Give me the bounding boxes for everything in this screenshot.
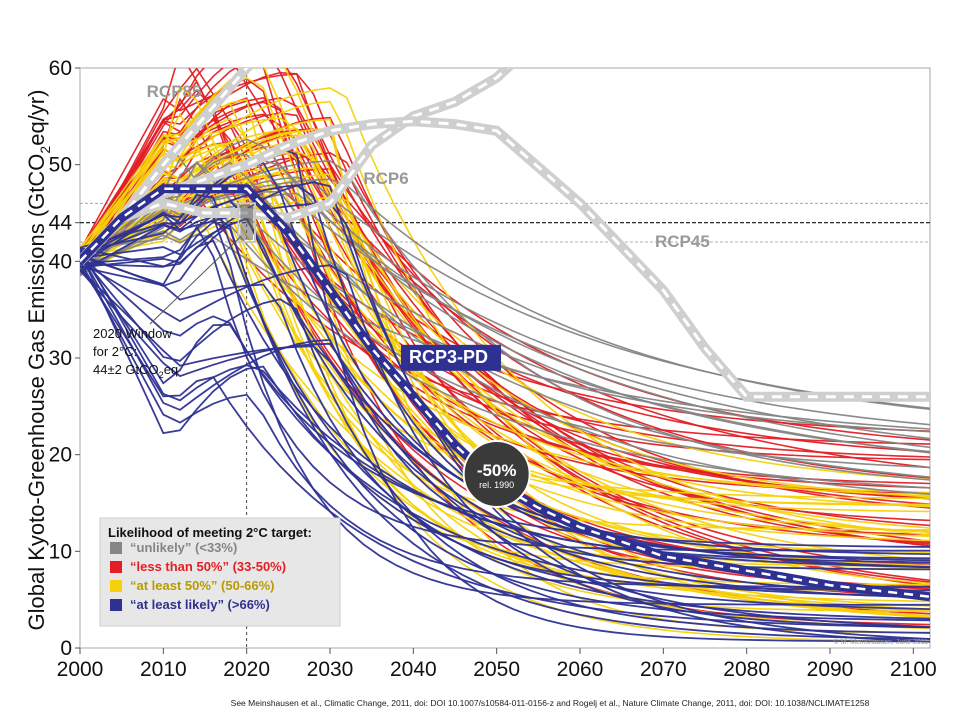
rcp6-dash <box>80 68 510 263</box>
y-axis-ticks: 0 10 20 30 40 44 50 60 <box>49 57 80 660</box>
scenario-line <box>80 181 930 640</box>
reduction-circle: -50% rel. 1990 <box>462 440 531 508</box>
rcp3pd-dash <box>80 187 930 599</box>
scenario-line <box>80 239 930 564</box>
legend-swatch <box>110 580 122 592</box>
footnote: See Meinshausen et al., Climatic Change,… <box>231 698 870 708</box>
scenario-line <box>80 138 930 426</box>
rcp-pathways <box>80 68 930 602</box>
legend-swatch <box>110 561 122 573</box>
scenario-line <box>80 161 930 478</box>
scenario-line <box>80 215 930 606</box>
y-axis-label: Global Kyoto-Greenhouse Gas Emissions (G… <box>24 90 53 631</box>
scenario-line <box>80 225 930 552</box>
callout-line-3: 44±2 GtCO2eq <box>93 362 178 380</box>
rcp3pd-label-bg <box>401 344 501 371</box>
rcp85-label: RCP85 <box>147 82 202 101</box>
legend-item-label: “at least 50%” (50-66%) <box>130 578 275 593</box>
scenario-line <box>80 202 930 643</box>
scenario-line <box>80 213 930 640</box>
rcp45-label: RCP45 <box>655 232 710 251</box>
x-tick-label: 2040 <box>390 658 437 681</box>
x-tick-label: 2010 <box>140 658 187 681</box>
x-tick-label: 2030 <box>307 658 354 681</box>
scenario-line <box>80 190 930 495</box>
y-tick-label: 30 <box>49 347 72 370</box>
credit-text: © M. Meinshausen, June 2011 <box>833 638 928 646</box>
reduction-value: -50% <box>477 461 517 480</box>
scenario-line <box>80 217 930 599</box>
rcp45-dash <box>80 119 930 399</box>
legend-item-label: “unlikely” (<33%) <box>130 540 237 555</box>
scenario-line <box>80 268 930 595</box>
scenario-line <box>80 252 930 571</box>
y-tick-label: 0 <box>60 637 72 660</box>
y-tick-label: 60 <box>49 57 72 80</box>
x-tick-label: 2020 <box>223 658 270 681</box>
window-2020-fill <box>240 205 253 240</box>
scenario-line <box>80 68 930 547</box>
scenario-line <box>80 141 930 494</box>
scenario-line <box>80 176 930 410</box>
x-axis-ticks: 2000 2010 2020 2030 2040 2050 2060 2070 2080 2090… <box>57 648 937 681</box>
scenario-line <box>80 265 930 629</box>
y-tick-label: 50 <box>49 154 72 177</box>
y-tick-label: 44 <box>49 212 73 235</box>
legend: Likelihood of meeting 2°C target: “unlik… <box>99 517 341 627</box>
legend-item-label: “less than 50%” (33-50%) <box>130 559 286 574</box>
scenario-line <box>80 117 930 529</box>
reduction-reference: rel. 1990 <box>479 480 514 490</box>
scenario-line <box>80 254 930 634</box>
x-tick-label: 2050 <box>473 658 520 681</box>
scenario-line <box>80 220 930 622</box>
window-callout: 2020 Window for 2°C: 44±2 GtCO2eq <box>93 326 178 380</box>
legend-item-label: “at least likely” (>66%) <box>130 597 270 612</box>
legend-swatch <box>110 599 122 611</box>
scenario-line <box>80 260 930 628</box>
x-tick-label: 2000 <box>57 658 104 681</box>
y-tick-label: 40 <box>49 250 72 273</box>
x-tick-label: 2070 <box>640 658 687 681</box>
rcp6-label: RCP6 <box>363 169 408 188</box>
rcp-labels: RCP85 RCP6 RCP45 RCP3-PD <box>147 82 710 371</box>
x-tick-label: 2090 <box>807 658 854 681</box>
scenario-line <box>80 147 930 643</box>
scenario-line <box>80 254 930 598</box>
legend-title: Likelihood of meeting 2°C target: <box>108 525 312 540</box>
legend-swatch <box>110 542 122 554</box>
rcp3pd-label: RCP3-PD <box>409 347 488 367</box>
callout-line-2: for 2°C: <box>93 344 137 359</box>
y-tick-label: 20 <box>49 444 72 467</box>
callout-line-1: 2020 Window <box>93 326 172 341</box>
scenario-line <box>80 102 930 497</box>
x-tick-label: 2060 <box>557 658 604 681</box>
callout-leader-line <box>149 236 242 325</box>
y-tick-label: 10 <box>49 540 72 563</box>
x-tick-label: 2100 <box>890 658 937 681</box>
window-2020-box <box>237 202 256 243</box>
x-tick-label: 2080 <box>723 658 770 681</box>
